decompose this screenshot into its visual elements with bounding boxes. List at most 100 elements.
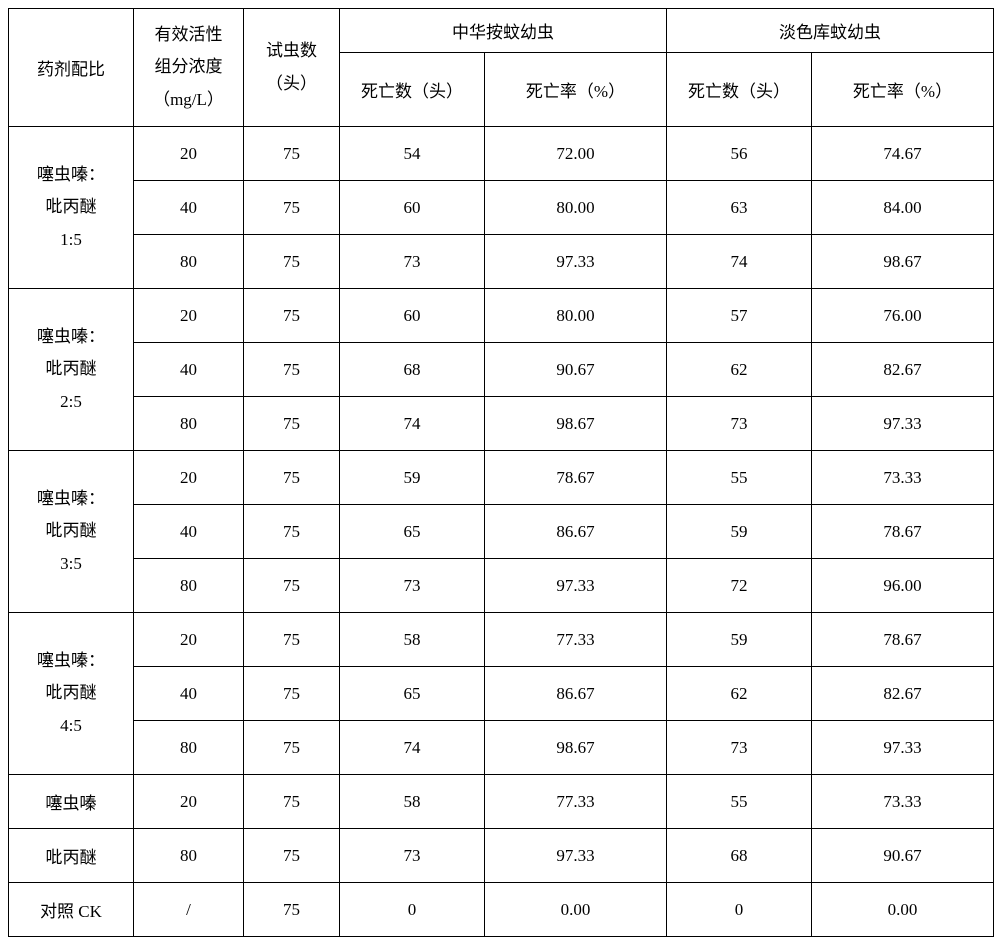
cell-formulation: 吡丙醚 [9, 829, 134, 883]
cell-concentration: 20 [134, 289, 244, 343]
cell-deaths-2: 74 [667, 235, 812, 289]
cell-deaths-1: 58 [340, 775, 485, 829]
cell-deaths-1: 73 [340, 559, 485, 613]
formulation-l3: 2:5 [60, 392, 82, 411]
formulation-l1: 噻虫嗪： [37, 165, 105, 184]
cell-mortality-1: 78.67 [485, 451, 667, 505]
cell-mortality-1: 97.33 [485, 829, 667, 883]
formulation-l1: 噻虫嗪： [37, 651, 105, 670]
cell-mortality-1: 98.67 [485, 397, 667, 451]
formulation-l3: 4:5 [60, 716, 82, 735]
table-row: 噻虫嗪：吡丙醚4:520755877.335978.67 [9, 613, 994, 667]
cell-concentration: 20 [134, 613, 244, 667]
cell-deaths-1: 65 [340, 505, 485, 559]
cell-mortality-1: 80.00 [485, 181, 667, 235]
cell-formulation: 对照 CK [9, 883, 134, 937]
cell-deaths-2: 57 [667, 289, 812, 343]
cell-concentration: 80 [134, 721, 244, 775]
table-row: 对照 CK/7500.0000.00 [9, 883, 994, 937]
cell-concentration: 40 [134, 667, 244, 721]
th-deaths-1: 死亡数（头） [340, 53, 485, 127]
formulation-l2: 吡丙醚 [46, 359, 97, 378]
cell-formulation: 噻虫嗪： 吡丙醚 2:5 [9, 289, 134, 451]
cell-concentration: / [134, 883, 244, 937]
cell-mortality-1: 86.67 [485, 505, 667, 559]
th-group-anopheles: 中华按蚊幼虫 [340, 9, 667, 53]
cell-mortality-2: 74.67 [812, 127, 994, 181]
cell-formulation: 噻虫嗪： 吡丙醚 4:5 [9, 613, 134, 775]
cell-formulation: 噻虫嗪 [9, 775, 134, 829]
th-conc-l2: 组分浓度 [155, 57, 223, 76]
cell-deaths-1: 60 [340, 289, 485, 343]
formulation-l2: 吡丙醚 [46, 521, 97, 540]
table-row: 噻虫嗪：吡丙醚3:520755978.675573.33 [9, 451, 994, 505]
cell-mortality-2: 82.67 [812, 343, 994, 397]
cell-sample-size: 75 [244, 289, 340, 343]
th-concentration: 有效活性 组分浓度 （mg/L） [134, 9, 244, 127]
cell-deaths-1: 73 [340, 235, 485, 289]
cell-mortality-1: 98.67 [485, 721, 667, 775]
cell-concentration: 80 [134, 235, 244, 289]
cell-deaths-2: 59 [667, 505, 812, 559]
cell-deaths-2: 68 [667, 829, 812, 883]
formulation-l3: 3:5 [60, 554, 82, 573]
cell-deaths-1: 54 [340, 127, 485, 181]
cell-deaths-1: 74 [340, 397, 485, 451]
cell-mortality-2: 82.67 [812, 667, 994, 721]
efficacy-table: 药剂配比 有效活性 组分浓度 （mg/L） 试虫数 （头） 中华按蚊幼虫 淡色库… [8, 8, 994, 937]
formulation-l3: 1:5 [60, 230, 82, 249]
cell-deaths-2: 73 [667, 721, 812, 775]
cell-sample-size: 75 [244, 235, 340, 289]
cell-concentration: 20 [134, 451, 244, 505]
cell-concentration: 80 [134, 559, 244, 613]
table-row: 40756586.675978.67 [9, 505, 994, 559]
table-row: 80757397.337296.00 [9, 559, 994, 613]
formulation-l1: 噻虫嗪： [37, 327, 105, 346]
formulation-l2: 吡丙醚 [46, 683, 97, 702]
cell-sample-size: 75 [244, 667, 340, 721]
th-n-l1: 试虫数 [266, 41, 317, 60]
cell-mortality-2: 97.33 [812, 721, 994, 775]
cell-mortality-2: 73.33 [812, 451, 994, 505]
table-row: 40756890.676282.67 [9, 343, 994, 397]
th-sample-size: 试虫数 （头） [244, 9, 340, 127]
cell-mortality-1: 90.67 [485, 343, 667, 397]
cell-sample-size: 75 [244, 451, 340, 505]
th-conc-l1: 有效活性 [155, 25, 223, 44]
cell-formulation: 噻虫嗪：吡丙醚3:5 [9, 451, 134, 613]
th-formulation: 药剂配比 [9, 9, 134, 127]
th-mortality-1: 死亡率（%） [485, 53, 667, 127]
cell-concentration: 80 [134, 829, 244, 883]
cell-deaths-2: 72 [667, 559, 812, 613]
cell-mortality-2: 73.33 [812, 775, 994, 829]
cell-deaths-1: 65 [340, 667, 485, 721]
cell-deaths-2: 56 [667, 127, 812, 181]
cell-sample-size: 75 [244, 829, 340, 883]
cell-concentration: 40 [134, 181, 244, 235]
cell-deaths-2: 62 [667, 343, 812, 397]
table-row: 噻虫嗪：吡丙醚2:520756080.005776.00 [9, 289, 994, 343]
formulation-l2: 吡丙醚 [46, 197, 97, 216]
th-deaths-2: 死亡数（头） [667, 53, 812, 127]
table-row: 80757498.677397.33 [9, 397, 994, 451]
table-row: 80757397.337498.67 [9, 235, 994, 289]
th-group-culex: 淡色库蚊幼虫 [667, 9, 994, 53]
cell-mortality-2: 84.00 [812, 181, 994, 235]
cell-deaths-2: 62 [667, 667, 812, 721]
cell-sample-size: 75 [244, 559, 340, 613]
cell-sample-size: 75 [244, 397, 340, 451]
table-body: 噻虫嗪：吡丙醚1:520755472.005674.6740756080.006… [9, 127, 994, 937]
cell-mortality-2: 78.67 [812, 505, 994, 559]
cell-mortality-1: 97.33 [485, 559, 667, 613]
cell-sample-size: 75 [244, 505, 340, 559]
cell-mortality-2: 78.67 [812, 613, 994, 667]
cell-concentration: 80 [134, 397, 244, 451]
cell-mortality-2: 98.67 [812, 235, 994, 289]
table-row: 吡丙醚80757397.336890.67 [9, 829, 994, 883]
cell-deaths-1: 59 [340, 451, 485, 505]
cell-mortality-1: 0.00 [485, 883, 667, 937]
cell-deaths-2: 55 [667, 775, 812, 829]
cell-deaths-2: 0 [667, 883, 812, 937]
cell-deaths-2: 63 [667, 181, 812, 235]
cell-sample-size: 75 [244, 613, 340, 667]
